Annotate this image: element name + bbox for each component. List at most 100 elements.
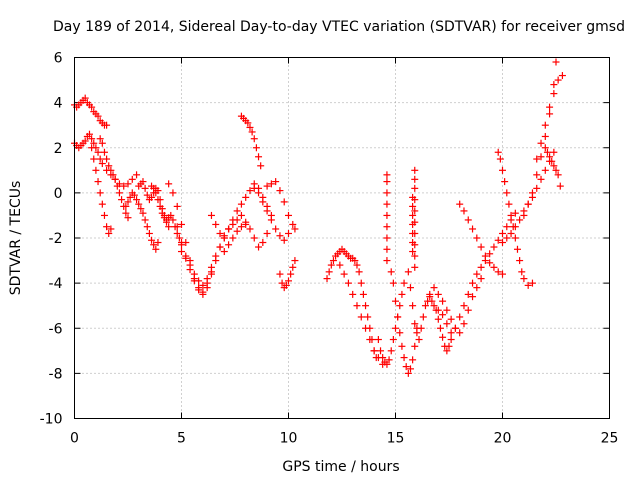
data-point	[156, 202, 164, 210]
data-point	[186, 261, 194, 269]
data-point	[402, 363, 410, 371]
data-point	[411, 207, 419, 215]
data-point	[550, 148, 558, 156]
data-point	[88, 135, 96, 143]
data-point	[400, 354, 408, 362]
data-point	[494, 268, 502, 276]
data-point	[94, 148, 102, 156]
data-point	[359, 290, 367, 298]
data-point	[550, 81, 558, 89]
data-point	[344, 279, 352, 287]
data-point	[165, 180, 173, 188]
data-point	[139, 209, 147, 217]
data-point	[477, 243, 485, 251]
data-point	[340, 270, 348, 278]
chart-title: Day 189 of 2014, Sidereal Day-to-day VTE…	[53, 19, 625, 35]
data-point	[285, 229, 292, 237]
data-point	[289, 263, 297, 271]
data-point	[411, 196, 419, 204]
data-point	[92, 166, 100, 174]
data-point	[195, 277, 203, 285]
x-tick-label: 25	[601, 431, 619, 447]
data-point	[546, 110, 554, 118]
series-track-26	[430, 275, 485, 337]
data-point	[289, 220, 297, 228]
data-point	[499, 239, 506, 247]
data-point	[387, 347, 395, 355]
data-point	[499, 166, 506, 174]
data-point	[118, 196, 126, 204]
data-point	[257, 162, 265, 170]
series-track-32	[533, 72, 566, 163]
data-point	[94, 112, 102, 120]
data-point	[329, 257, 337, 265]
series-track-30	[499, 148, 558, 247]
data-point	[100, 211, 108, 219]
axis-ticks: 0 5 10 15 20 25 -10 -8 -6 -4 -2 0 2 4 6	[40, 51, 619, 447]
data-point	[280, 198, 288, 206]
data-point	[272, 178, 280, 186]
data-point	[133, 171, 141, 179]
data-point	[237, 211, 245, 219]
data-point	[195, 286, 203, 294]
data-point	[349, 290, 357, 298]
data-point	[546, 153, 554, 161]
data-point	[81, 137, 89, 145]
data-point	[351, 257, 359, 265]
data-point	[173, 223, 181, 231]
data-point	[212, 220, 220, 228]
data-point	[439, 333, 447, 341]
data-point	[124, 214, 132, 222]
data-point	[503, 223, 511, 231]
data-point	[533, 184, 541, 192]
data-point	[90, 155, 98, 163]
data-point	[477, 275, 485, 283]
data-point	[473, 270, 481, 278]
data-point	[406, 284, 414, 292]
y-tick-label: 4	[54, 96, 63, 112]
data-point	[383, 189, 391, 197]
data-point	[409, 202, 417, 210]
data-point	[460, 207, 468, 215]
data-point	[109, 171, 117, 179]
data-point	[469, 293, 477, 301]
data-point	[246, 225, 254, 233]
data-point	[383, 171, 391, 179]
data-point	[528, 279, 536, 287]
data-point	[203, 275, 211, 283]
data-point	[494, 236, 502, 244]
data-point	[477, 263, 485, 271]
data-point	[411, 320, 419, 328]
data-point	[336, 261, 344, 269]
data-point	[233, 207, 241, 215]
data-point	[103, 121, 111, 129]
data-point	[398, 290, 406, 298]
data-point	[396, 302, 404, 310]
data-point	[486, 250, 494, 258]
data-point	[111, 175, 119, 183]
data-point	[558, 72, 566, 80]
data-point	[242, 193, 250, 201]
data-point	[481, 252, 489, 260]
data-point	[413, 329, 421, 337]
data-point	[113, 182, 121, 190]
data-point	[411, 252, 419, 260]
data-point	[250, 135, 258, 143]
data-point	[124, 180, 132, 188]
data-point	[377, 347, 385, 355]
data-point	[456, 329, 464, 337]
data-point	[456, 313, 464, 321]
data-point	[225, 241, 233, 249]
data-point	[152, 245, 160, 253]
data-point	[105, 229, 113, 237]
data-point	[552, 58, 560, 66]
data-point	[541, 121, 549, 129]
data-point	[430, 302, 438, 310]
data-point	[406, 365, 414, 373]
data-point	[325, 268, 333, 276]
data-point	[499, 229, 506, 237]
x-tick-label: 0	[70, 431, 79, 447]
data-point	[252, 144, 260, 152]
data-point	[178, 241, 185, 249]
data-point	[364, 313, 372, 321]
